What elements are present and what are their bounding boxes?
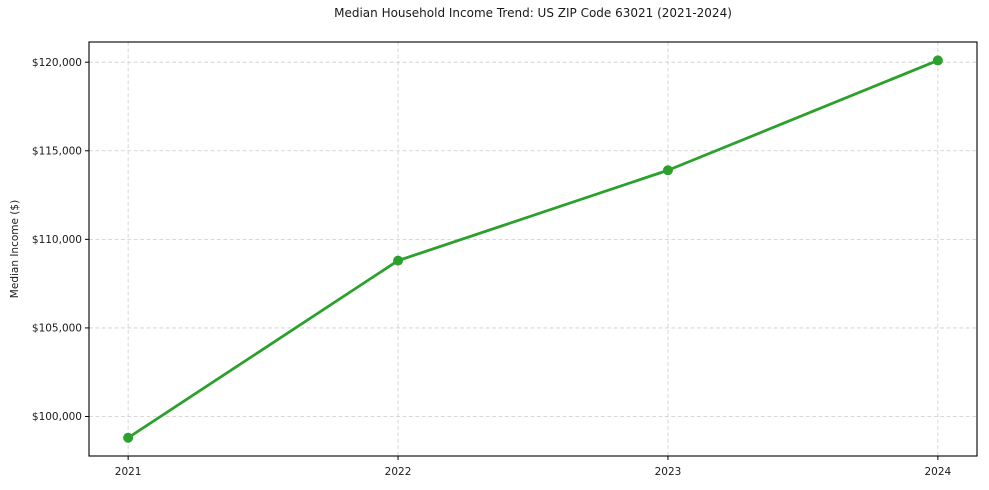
y-tick-label: $100,000 (32, 411, 82, 423)
plot-border (88, 41, 978, 457)
trend-line (126, 59, 940, 440)
y-tick-label: $115,000 (32, 145, 82, 157)
y-tick-label: $120,000 (32, 57, 82, 69)
y-tick-label: $105,000 (32, 323, 82, 335)
x-tick-label: 2024 (924, 466, 951, 478)
data-point (932, 55, 943, 66)
data-point (662, 165, 673, 176)
x-tick-label: 2023 (655, 466, 682, 478)
data-point (123, 432, 134, 443)
x-tick-label: 2022 (385, 466, 412, 478)
x-tick-label: 2021 (115, 466, 142, 478)
data-point (393, 255, 404, 266)
y-tick-label: $110,000 (32, 234, 82, 246)
chart-title: Median Household Income Trend: US ZIP Co… (334, 6, 732, 20)
